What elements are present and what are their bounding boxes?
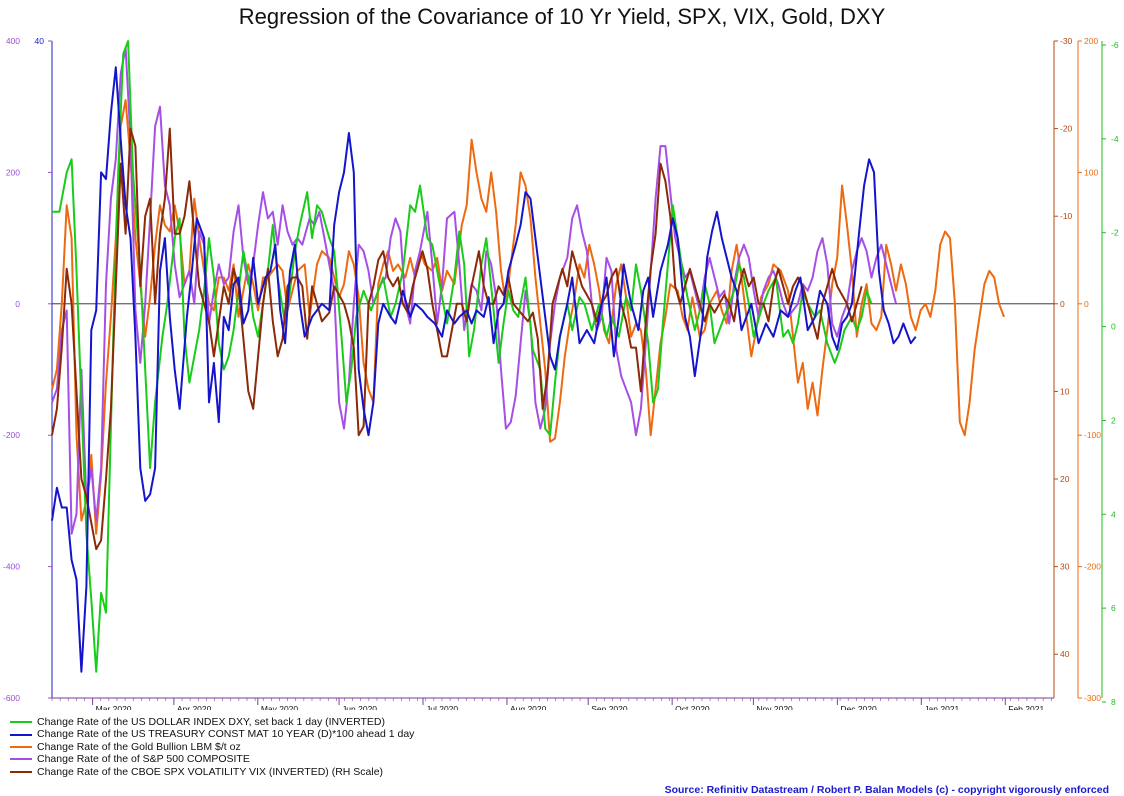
right3-tick-label: 6 (1111, 603, 1116, 613)
legend-label: Change Rate of the CBOE SPX VOLATILITY V… (37, 765, 384, 778)
legend-item-gold: Change Rate of the Gold Bullion LBM $/t … (10, 741, 414, 753)
right2-tick-label: -300 (1084, 693, 1101, 703)
right3-tick-label: 2 (1111, 415, 1116, 425)
right2-tick-label: 0 (1084, 299, 1089, 309)
x-tick-label: Jul 2020 (426, 704, 458, 710)
right3-tick-label: 0 (1111, 322, 1116, 332)
x-tick-label: Sep 2020 (591, 704, 628, 710)
legend-item-10yr: Change Rate of the US TREASURY CONST MAT… (10, 728, 414, 740)
legend: Change Rate of the US DOLLAR INDEX DXY, … (10, 716, 414, 778)
left-tick-label: -400 (3, 562, 20, 572)
right2-tick-label: 100 (1084, 167, 1098, 177)
series-vix-line (51, 127, 863, 551)
left-tick-label: -200 (3, 430, 20, 440)
x-tick-label: Dec 2020 (840, 704, 877, 710)
legend-swatch (10, 770, 32, 773)
source-note: Source: Refinitiv Datastream / Robert P.… (664, 784, 1109, 796)
x-tick-label: Apr 2020 (177, 704, 212, 710)
right2-tick-label: -100 (1084, 430, 1101, 440)
right3-tick-label: -4 (1111, 134, 1119, 144)
right1-tick-label: -20 (1060, 124, 1073, 134)
right3-tick-label: -2 (1111, 228, 1119, 238)
series-dxy-line (52, 40, 873, 673)
legend-item-spx: Change Rate of the of S&P 500 COMPOSITE (10, 753, 414, 765)
left-tick-label: 400 (6, 36, 20, 46)
left-tick-label: 200 (6, 167, 20, 177)
legend-swatch (10, 758, 32, 761)
x-tick-label: Feb 2021 (1008, 704, 1044, 710)
series-10yr-line (51, 66, 917, 673)
x-tick-label: May 2020 (261, 704, 299, 710)
right3-tick-label: 4 (1111, 509, 1116, 519)
right1-tick-label: -30 (1060, 36, 1073, 46)
legend-item-dxy: Change Rate of the US DOLLAR INDEX DXY, … (10, 716, 414, 728)
legend-label: Change Rate of the Gold Bullion LBM $/t … (37, 740, 241, 753)
legend-swatch (10, 746, 32, 749)
left-tick-label: -600 (3, 693, 20, 703)
right1-tick-label: 0 (1060, 299, 1065, 309)
right1-tick-label: 30 (1060, 562, 1070, 572)
chart-title: Regression of the Covariance of 10 Yr Yi… (238, 4, 886, 29)
right3-tick-label: -6 (1111, 40, 1119, 50)
right2-tick-label: 200 (1084, 36, 1098, 46)
right1-tick-label: 20 (1060, 474, 1070, 484)
x-tick-label: Oct 2020 (675, 704, 710, 710)
right2-tick-label: -200 (1084, 562, 1101, 572)
right3-tick-label: 8 (1111, 697, 1116, 707)
series-spx-line (51, 46, 897, 535)
x-tick-label: Nov 2020 (756, 704, 793, 710)
legend-swatch (10, 733, 32, 736)
right1-tick-label: 10 (1060, 386, 1070, 396)
legend-label: Change Rate of the of S&P 500 COMPOSITE (37, 753, 250, 766)
right1-tick-label: 40 (1060, 649, 1070, 659)
x-tick-label: Jan 2021 (924, 704, 959, 710)
left-primary-tick-label: 40 (35, 36, 45, 46)
legend-swatch (10, 721, 32, 724)
legend-item-vix: Change Rate of the CBOE SPX VOLATILITY V… (10, 766, 414, 778)
right1-tick-label: -10 (1060, 211, 1073, 221)
x-tick-label: Aug 2020 (510, 704, 547, 710)
series-layer (51, 40, 1005, 673)
legend-label: Change Rate of the US DOLLAR INDEX DXY, … (37, 716, 386, 728)
left-tick-label: 0 (15, 299, 20, 309)
x-tick-label: Jun 2020 (342, 704, 377, 710)
legend-label: Change Rate of the US TREASURY CONST MAT… (37, 728, 415, 741)
x-tick-label: Mar 2020 (96, 704, 132, 710)
